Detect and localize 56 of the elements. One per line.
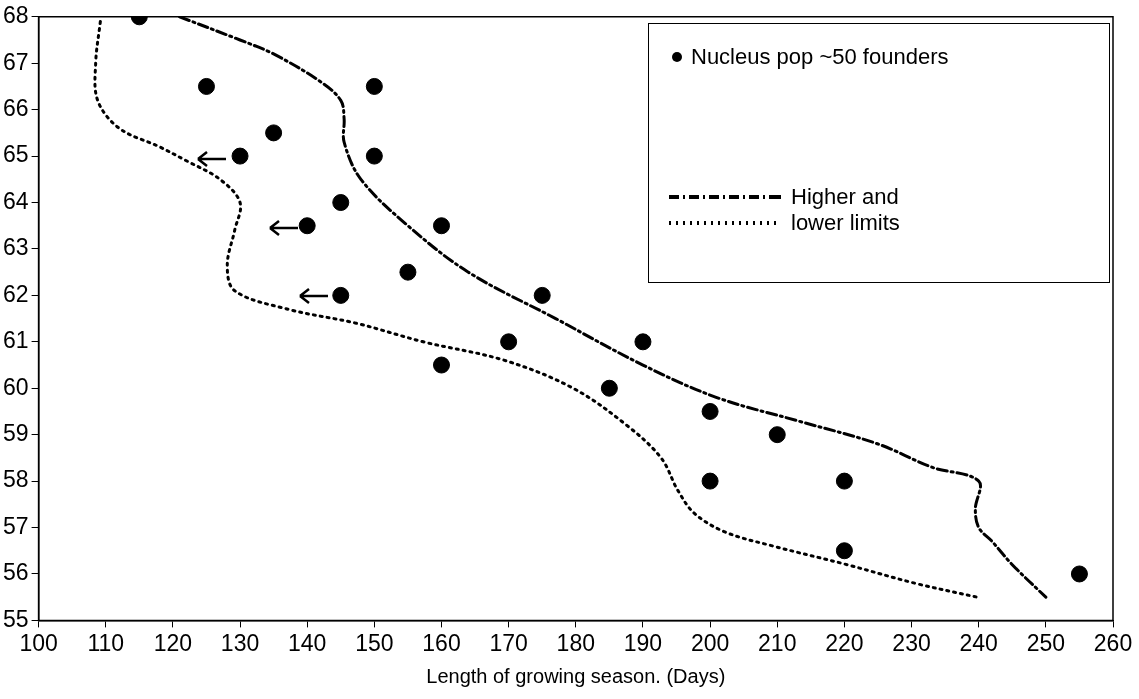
y-tick-label: 62: [2, 280, 29, 307]
x-tick-label: 120: [153, 629, 193, 656]
x-tick-label: 220: [825, 629, 864, 656]
y-tick-label: 65: [2, 141, 29, 168]
x-tick-label: 250: [1026, 629, 1066, 656]
x-tick-label: 170: [489, 629, 528, 656]
point: [399, 263, 417, 281]
point: [768, 426, 786, 444]
point: [231, 147, 249, 165]
point: [432, 356, 450, 374]
x-tick-label: 150: [355, 629, 394, 656]
point: [265, 124, 283, 142]
y-tick-label: 59: [2, 420, 29, 447]
y-tick-label: 55: [2, 605, 29, 632]
point: [600, 379, 618, 397]
legend-label: Higher and lower limits: [791, 184, 901, 236]
point: [1070, 565, 1088, 583]
y-tick-label: 58: [2, 466, 29, 493]
point: [835, 472, 853, 490]
y-tick-label: 66: [2, 95, 29, 122]
x-tick-label: 230: [892, 629, 931, 656]
x-tick-label: 260: [1093, 629, 1133, 656]
point: [298, 217, 316, 235]
line-series: [93, 19, 979, 599]
point: [197, 77, 215, 95]
y-tick-label: 63: [2, 234, 29, 261]
point: [432, 217, 450, 235]
point: [332, 286, 350, 304]
x-tick-label: 190: [623, 629, 663, 656]
y-tick-label: 60: [2, 373, 29, 400]
point: [701, 402, 719, 420]
y-tick-label: 64: [2, 187, 29, 214]
x-tick-label: 140: [288, 629, 327, 656]
point: [701, 472, 719, 490]
point: [835, 542, 853, 560]
y-tick-label: 56: [2, 559, 29, 586]
point: [365, 77, 383, 95]
legend-label: Nucleus pop ~50 founders: [691, 44, 949, 70]
x-tick-label: 240: [959, 629, 998, 656]
point: [500, 333, 518, 351]
x-tick-label: 110: [87, 629, 125, 656]
x-axis-title: Length of growing season. (Days): [426, 664, 726, 687]
y-tick-label: 67: [2, 48, 29, 75]
y-tick-label: 68: [2, 2, 29, 29]
x-tick-label: 130: [220, 629, 260, 656]
y-tick-label: 57: [2, 512, 29, 539]
x-tick-label: 210: [758, 629, 797, 656]
point: [634, 333, 652, 351]
x-tick-label: 100: [19, 629, 58, 656]
point: [332, 194, 350, 212]
x-tick-label: 160: [422, 629, 461, 656]
point: [533, 286, 551, 304]
y-tick-label: 61: [2, 327, 29, 354]
x-tick-label: 200: [690, 629, 730, 656]
x-tick-label: 180: [556, 629, 595, 656]
point: [365, 147, 383, 165]
